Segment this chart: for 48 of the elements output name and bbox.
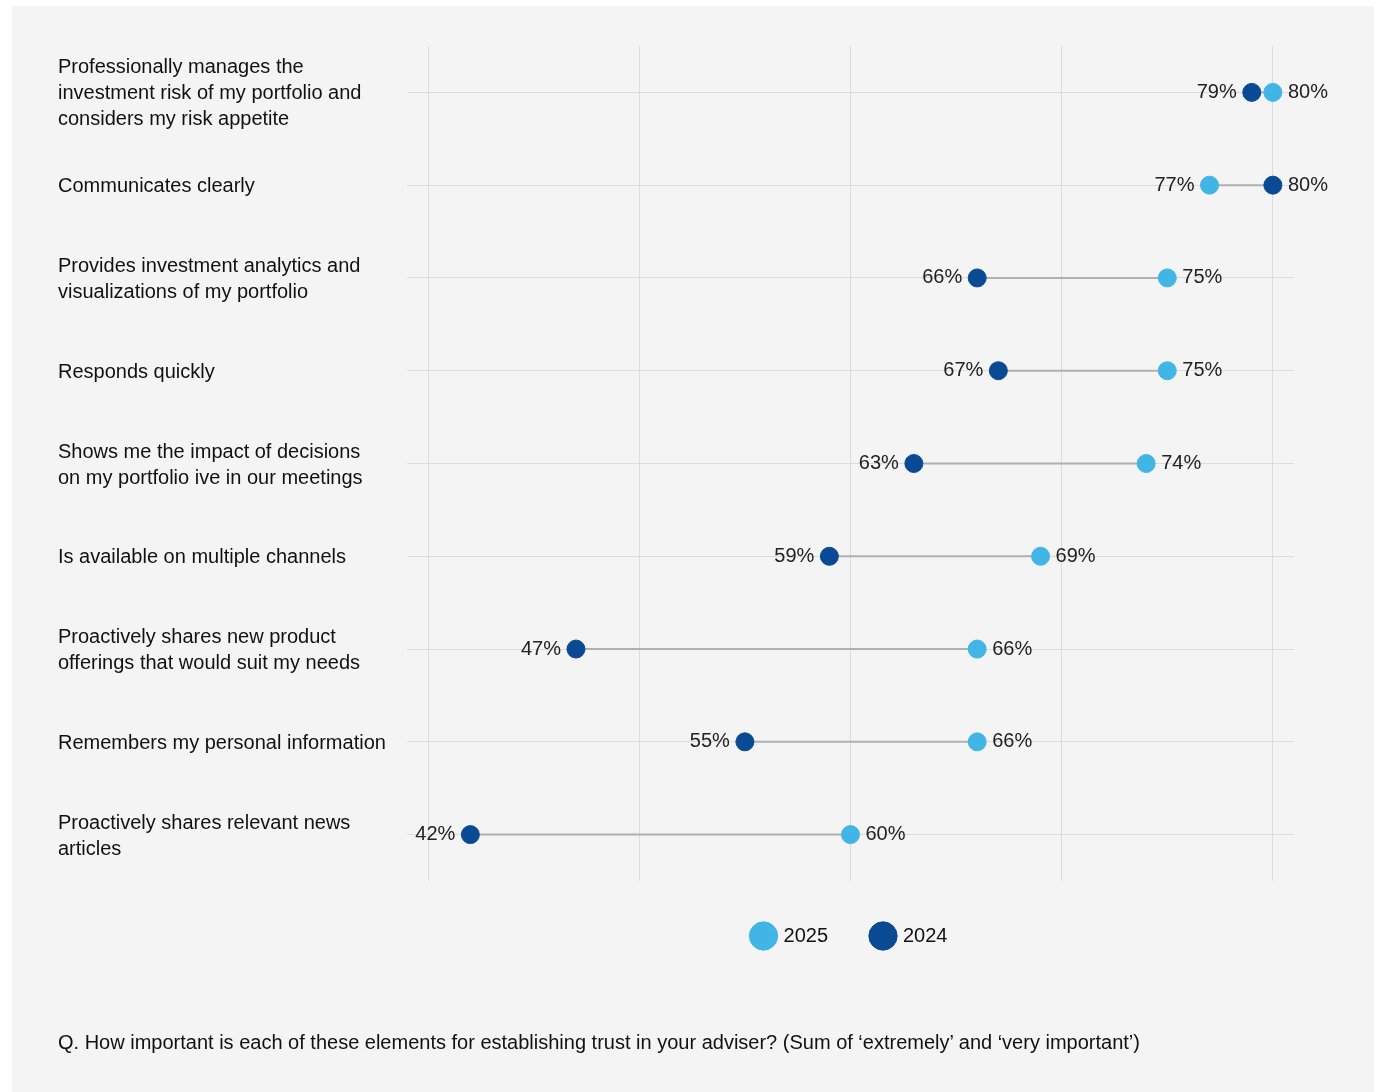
point	[819, 546, 839, 566]
y-tick-label: Proactively shares relevant news articles	[58, 809, 352, 861]
data-label: 77%	[1154, 172, 1195, 195]
y-tick-label: Is available on multiple channels	[58, 544, 347, 570]
data-label: 55%	[689, 729, 731, 752]
y-tick-label: Provides investment analytics and visualizations of my portfolio	[58, 252, 362, 304]
point	[988, 361, 1008, 381]
text: Q. How important is each of these elements for establishing trust in your adviser? (Sum of ‘extremely’ and ‘very important’)	[58, 1031, 1140, 1054]
data-label: 59%	[774, 543, 815, 566]
data-label: 75%	[1182, 265, 1223, 288]
y-tick-label: Responds quickly	[58, 358, 216, 384]
data-label: 69%	[1055, 543, 1096, 566]
y-tick-label: Remembers my personal information	[58, 729, 387, 755]
data-label: 66%	[992, 729, 1033, 752]
y-tick-label: Proactively shares new product offerings that would suit my needs	[58, 624, 362, 676]
data-label: 67%	[943, 358, 984, 381]
point	[1157, 361, 1177, 381]
point	[1200, 175, 1220, 195]
data-label: 42%	[415, 822, 456, 845]
y-tick-label: Communicates clearly	[58, 173, 256, 199]
y-tick-label: Professionally manages the investment risk of my portfolio and considers my risk appetite	[58, 54, 363, 132]
point	[1263, 175, 1283, 195]
data-label: 60%	[865, 822, 906, 845]
point	[904, 454, 924, 473]
data-label: 63%	[858, 451, 900, 474]
point	[460, 825, 480, 845]
data-label: 80%	[1287, 79, 1329, 102]
data-label: 66%	[922, 265, 963, 288]
point	[967, 639, 987, 659]
point	[967, 732, 987, 752]
data-label: 80%	[1287, 172, 1329, 195]
point	[841, 825, 860, 845]
point	[967, 268, 987, 288]
data-label: 66%	[992, 636, 1033, 659]
data-label: 47%	[520, 636, 562, 659]
legend-label: 2024	[903, 923, 948, 946]
point	[1242, 82, 1262, 102]
y-tick-label: Shows me the impact of decisions on my portfolio ive in our meetings	[58, 438, 364, 490]
data-label: 79%	[1196, 79, 1237, 102]
data-label: 74%	[1161, 451, 1202, 474]
point	[1157, 268, 1177, 288]
data-label: 75%	[1182, 358, 1223, 381]
point	[566, 639, 586, 659]
legend-label: 2025	[783, 923, 829, 946]
point	[1031, 546, 1051, 566]
point	[1136, 454, 1156, 473]
point	[735, 732, 755, 752]
point	[1263, 82, 1283, 102]
